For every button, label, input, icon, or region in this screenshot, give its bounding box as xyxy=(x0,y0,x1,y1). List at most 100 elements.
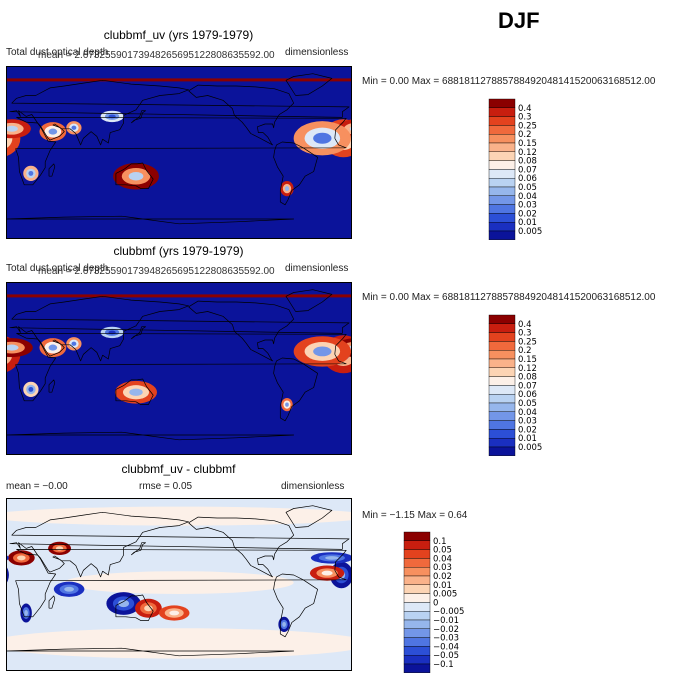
coastline-8 xyxy=(7,431,295,441)
field-southern-ocean-band-level-2 xyxy=(117,638,241,649)
panel2-map xyxy=(6,282,352,455)
coastline-2 xyxy=(115,162,154,189)
colorbar-swatch-11 xyxy=(488,195,516,205)
coastline-3 xyxy=(188,300,295,362)
colorbar-label-2: 0.04 xyxy=(433,554,452,564)
map-background xyxy=(7,67,351,238)
coastline-5 xyxy=(285,289,333,312)
colorbar-swatch-5 xyxy=(488,142,516,153)
panel2-units: dimensionless xyxy=(285,263,349,274)
colorbar-swatch-15 xyxy=(488,230,516,241)
colorbar-label-8: 0.06 xyxy=(518,174,537,184)
panel2-min-max: Min = 0.00 Max = 68818112788578849204814… xyxy=(362,292,656,303)
colorbar-swatch-8 xyxy=(488,169,516,179)
colorbar-label-13: −0.05 xyxy=(433,651,459,661)
panel2-title: clubbmf (yrs 1979-1979) xyxy=(113,244,244,258)
coastline-5 xyxy=(285,73,333,96)
colorbar-label-2: 0.25 xyxy=(518,121,537,131)
panel2-mean: mean = 2.6732559017394826569512280863559… xyxy=(38,266,275,277)
field-sahara-plume-level-2 xyxy=(313,346,332,357)
field-sahara-plume-level-2 xyxy=(313,132,332,144)
colorbar-swatch-10 xyxy=(488,402,516,413)
panel3-map xyxy=(6,498,352,671)
colorbar-label-4: 0.15 xyxy=(518,139,537,149)
colorbar-swatch-13 xyxy=(488,429,516,439)
colorbar-label-12: 0.02 xyxy=(518,425,537,435)
colorbar-swatch-3 xyxy=(403,558,431,568)
colorbar-label-7: 0 xyxy=(433,598,438,608)
colorbar-label-12: 0.02 xyxy=(518,209,537,219)
colorbar-swatch-7 xyxy=(488,376,516,386)
colorbar-swatch-9 xyxy=(403,610,431,621)
colorbar-swatch-10 xyxy=(488,186,516,197)
colorbar-swatch-0 xyxy=(488,314,516,325)
field-arabia-pos-level-2 xyxy=(55,546,64,551)
colorbar-label-6: 0.08 xyxy=(518,373,537,383)
colorbar-swatch-10 xyxy=(403,619,431,630)
colorbar-label-3: 0.03 xyxy=(433,563,452,573)
colorbar-swatch-8 xyxy=(403,602,431,612)
field-australia-pos-level-2 xyxy=(144,605,153,612)
colorbar-label-1: 0.05 xyxy=(433,546,452,556)
coastline-1 xyxy=(9,511,350,578)
field-thar-level-2 xyxy=(71,125,77,130)
coastline-1 xyxy=(9,295,350,362)
colorbar-swatch-15 xyxy=(403,663,431,674)
season-label: DJF xyxy=(498,8,540,33)
coastline-2 xyxy=(115,378,154,405)
colorbar-swatch-4 xyxy=(403,567,431,577)
panel3-min-max: Min = −1.15 Max = 0.64 xyxy=(362,510,468,521)
field-patagonia-level-2 xyxy=(284,186,290,192)
coastline-3 xyxy=(188,516,295,578)
coastline-8 xyxy=(7,215,295,225)
colorbar-label-6: 0.08 xyxy=(518,157,537,167)
colorbar-label-1: 0.3 xyxy=(518,329,532,339)
panel3-colorbar: 0.1 0.05 0.04 0.03 0.02 0.01 0.005 0 −0.005 −0.01… xyxy=(403,531,484,674)
field-australia-level-2 xyxy=(128,171,144,181)
panel2-colorbar: 0.4 0.3 0.25 0.2 0.15 0.12 0.08 0.07 0.06 0.05 0.0… xyxy=(488,314,569,457)
coastline-5 xyxy=(285,505,333,528)
panel1-units: dimensionless xyxy=(285,47,349,58)
coastline-4 xyxy=(273,573,318,638)
colorbar-label-14: 0.005 xyxy=(518,227,542,237)
coastline-7 xyxy=(48,595,56,609)
coastline-4 xyxy=(273,141,318,206)
field-patagonia-level-2 xyxy=(285,402,289,407)
colorbar-label-0: 0.1 xyxy=(433,537,447,547)
field-pacific-pos-level-2 xyxy=(169,610,180,616)
colorbar-swatch-0 xyxy=(488,98,516,109)
field-southern-africa-level-2 xyxy=(28,386,34,392)
panel3-units: dimensionless xyxy=(281,481,345,492)
panel3-title: clubbmf_uv - clubbmf xyxy=(121,462,236,476)
colorbar-swatch-5 xyxy=(403,575,431,586)
colorbar-label-1: 0.3 xyxy=(518,113,532,123)
colorbar-swatch-6 xyxy=(488,367,516,377)
colorbar-label-13: 0.01 xyxy=(518,434,537,444)
colorbar-swatch-14 xyxy=(488,221,516,232)
colorbar-swatch-7 xyxy=(403,593,431,603)
panel3-rmse: rmse = 0.05 xyxy=(139,481,193,492)
colorbar-label-11: −0.03 xyxy=(433,634,459,644)
coastline-0 xyxy=(15,549,347,618)
field-north-band-level-0 xyxy=(331,511,351,521)
colorbar-swatch-11 xyxy=(488,411,516,421)
colorbar-swatch-14 xyxy=(488,437,516,448)
field-patagonia-neg-level-2 xyxy=(282,621,286,627)
colorbar-label-14: 0.005 xyxy=(518,443,542,453)
colorbar-label-3: 0.2 xyxy=(518,130,532,140)
colorbar-label-8: −0.005 xyxy=(433,607,464,617)
field-atlantic-neg-level-0 xyxy=(7,555,9,561)
coastline-7 xyxy=(48,163,56,177)
colorbar-swatch-1 xyxy=(488,323,516,333)
colorbar-label-13: 0.01 xyxy=(518,218,537,228)
coastline-8 xyxy=(7,647,295,657)
colorbar-label-7: 0.07 xyxy=(518,381,537,391)
colorbar-label-3: 0.2 xyxy=(518,346,532,356)
colorbar-swatch-12 xyxy=(403,637,431,647)
colorbar-label-9: −0.01 xyxy=(433,616,459,626)
colorbar-swatch-6 xyxy=(403,584,431,594)
colorbar-swatch-4 xyxy=(488,134,516,144)
colorbar-label-0: 0.4 xyxy=(518,320,532,330)
colorbar-swatch-15 xyxy=(488,446,516,457)
field-atlantic-pos-level-2 xyxy=(321,570,333,576)
